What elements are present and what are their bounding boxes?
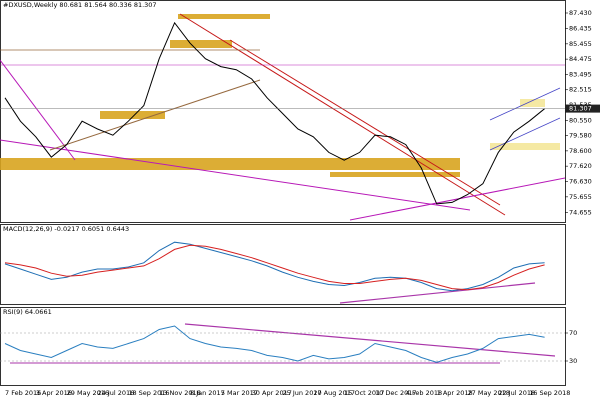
x-tick-label: 7 Feb 2016 [5,389,41,397]
x-tick-label: 29 May 2016 [67,389,109,397]
y-tick-label: 83.495 [569,70,592,78]
x-tick-label: 30 Apr 2017 [252,389,292,397]
last-price-box [565,104,600,113]
macd-title: MACD(12,26,9) -0.0217 0.6051 0.6443 [3,225,129,233]
macd-pane [0,224,566,305]
y-tick-label: 78.600 [569,147,592,155]
x-tick-label: 20 Aug 2017 [313,389,355,397]
price-pane [0,0,566,223]
line-series [4,241,545,292]
y-tick-label: 87.430 [569,9,592,17]
x-tick-label: 10 Dec 2017 [375,389,417,397]
last-price-label: 81.307 [569,105,592,113]
x-tick-label: 13 Nov 2016 [159,389,201,397]
line-series [4,21,545,205]
line-series [4,325,545,363]
y-tick-label: 82.515 [569,86,592,94]
y-tick-label: 75.655 [569,193,592,201]
x-tick-label: 22 Jul 2018 [498,389,535,397]
x-tick-label: 24 Jul 2016 [98,389,135,397]
price-title: #DXUSD,Weekly 80.681 81.564 80.336 81.30… [3,1,157,9]
y-tick-label: 84.475 [569,55,592,63]
x-tick-label: 1 Apr 2018 [437,389,473,397]
y-tick-label: 74.655 [569,208,592,216]
rsi-title: RSI(9) 64.0661 [3,308,52,316]
rsi-pane [0,307,566,386]
y-tick-label: 85.455 [569,40,592,48]
x-tick-label: 27 May 2018 [468,389,510,397]
x-tick-label: 15 Oct 2017 [344,389,384,397]
x-tick-label: 5 Mar 2017 [221,389,258,397]
y-tick-label: 86.435 [569,25,592,33]
x-tick-label: 25 Jun 2017 [283,389,322,397]
line-series [4,244,545,291]
y-tick-label: 70 [569,329,577,337]
x-tick-label: 18 Sep 2016 [128,389,169,397]
y-tick-label: 77.620 [569,162,592,170]
y-tick-label: 80.550 [569,116,592,124]
x-tick-label: 3 Apr 2016 [36,389,72,397]
x-tick-label: 8 Jan 2017 [190,389,225,397]
y-tick-label: 76.630 [569,178,592,186]
analysis-drawings [0,13,566,364]
y-tick-label: 30 [569,357,577,365]
x-tick-label: 16 Sep 2018 [529,389,570,397]
x-tick-label: 4 Feb 2018 [406,389,442,397]
y-tick-label: 79.580 [569,132,592,140]
